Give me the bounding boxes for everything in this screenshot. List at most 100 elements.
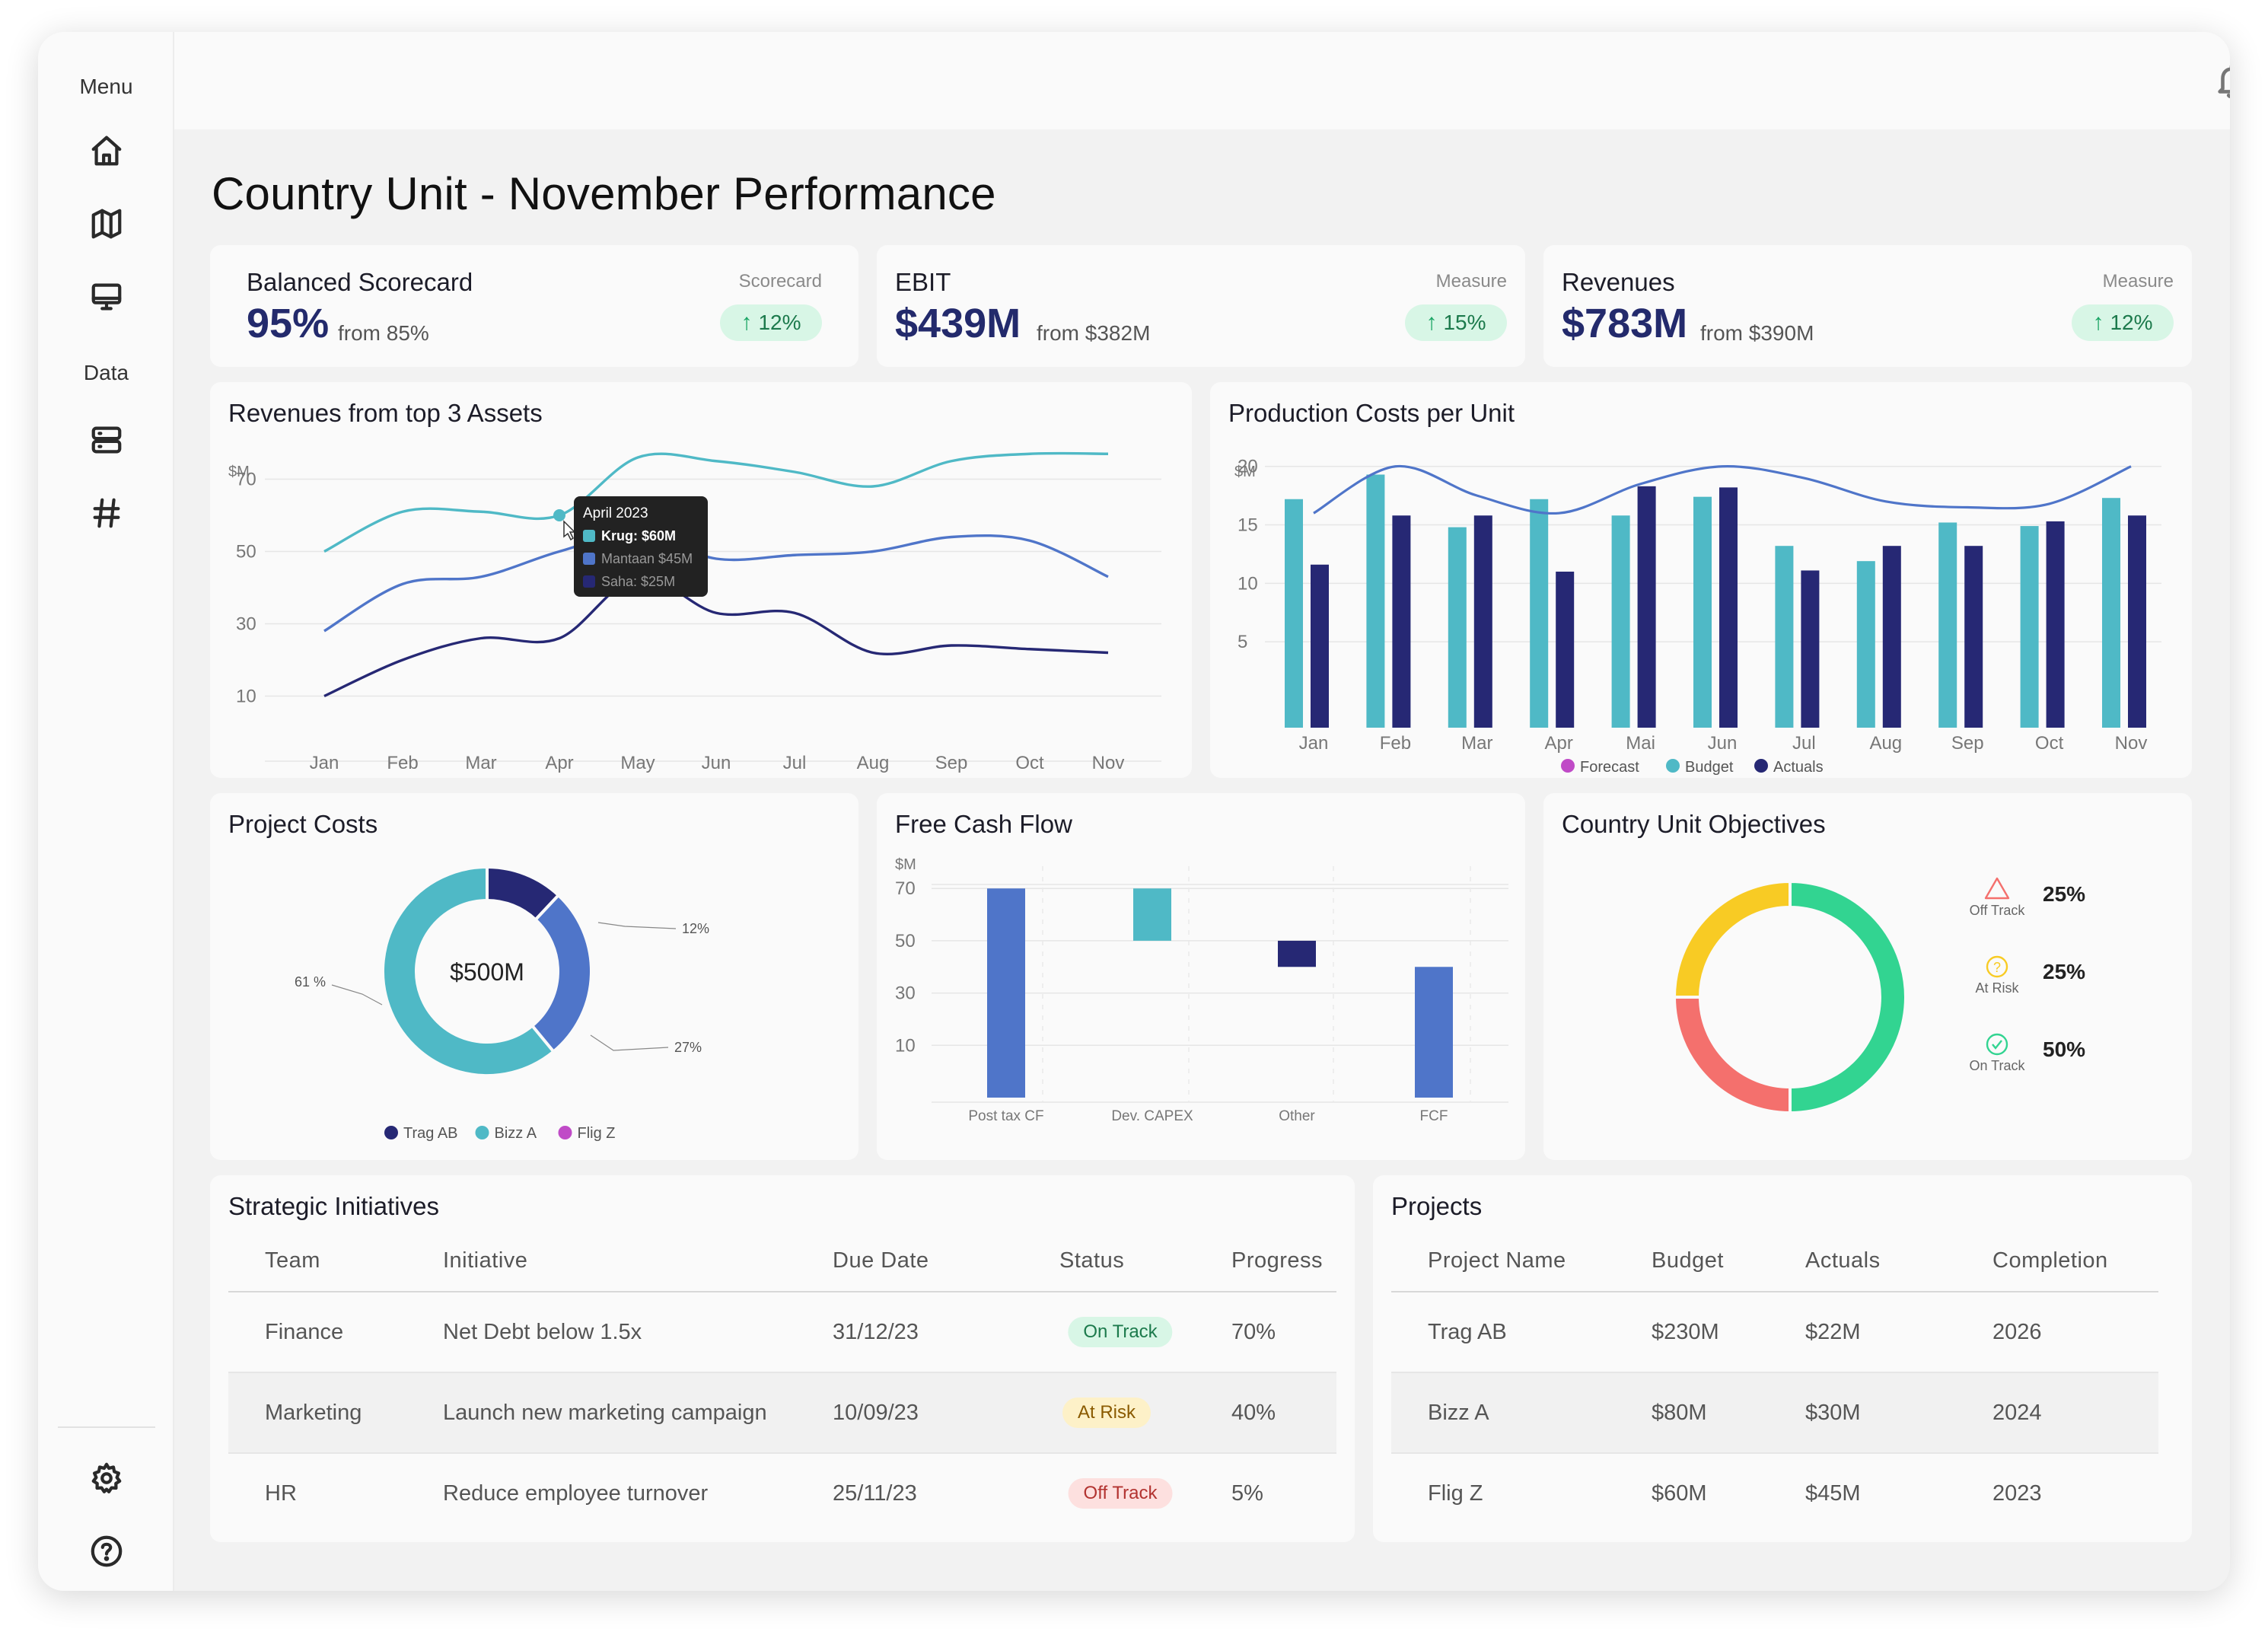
legend-swatch [1561, 759, 1575, 773]
col-header-progress[interactable]: Progress [1231, 1248, 1324, 1273]
menu-label: Menu [79, 75, 133, 98]
col-header-actuals[interactable]: Actuals [1805, 1248, 1881, 1273]
x-tick-label: Jan [310, 753, 339, 773]
check-icon [1986, 1033, 2008, 1056]
leader-line [590, 1034, 669, 1051]
row-divider [1391, 1452, 2158, 1454]
col-header-due-date[interactable]: Due Date [833, 1248, 929, 1273]
tooltip-swatch [583, 530, 595, 542]
map-icon[interactable] [87, 204, 126, 244]
cell-project-name: Flig Z [1428, 1481, 1483, 1506]
hash-icon[interactable] [87, 493, 126, 533]
kpi-type: Scorecard [738, 271, 822, 292]
waterfall-bar [1415, 967, 1453, 1098]
y-tick-label: 30 [895, 983, 916, 1004]
kpi-card-ebit[interactable]: EBIT Measure $439M from $382M ↑ 15% [877, 245, 1525, 367]
strategic-initiatives-card: Strategic Initiatives Team Initiative Du… [210, 1175, 1355, 1542]
bar-actuals [1719, 487, 1738, 728]
legend-label: Flig Z [578, 1125, 616, 1142]
cell-budget: $60M [1652, 1481, 1707, 1506]
col-header-completion[interactable]: Completion [1992, 1248, 2108, 1273]
col-header-budget[interactable]: Budget [1652, 1248, 1724, 1273]
status-badge: On Track [1068, 1317, 1173, 1347]
y-tick-label: 5 [1238, 632, 1247, 652]
objectives-card: Country Unit Objectives Off Track 25%? At … [1543, 793, 2192, 1160]
waterfall-bar [1278, 940, 1316, 967]
col-header-status[interactable]: Status [1059, 1248, 1125, 1273]
cell-completion: 2026 [1992, 1320, 2042, 1344]
bar-actuals [2046, 521, 2065, 728]
table-title: Projects [1391, 1192, 1483, 1220]
bar-actuals [1392, 515, 1411, 728]
legend-swatch [1754, 759, 1768, 773]
bar-budget [2102, 498, 2120, 728]
legend-value: 50% [2043, 1037, 2085, 1061]
cell-initiative: Launch new marketing campaign [443, 1401, 767, 1425]
tooltip-line: Krug: $60M [601, 528, 676, 543]
header-divider [1391, 1291, 2158, 1292]
col-header-project-name[interactable]: Project Name [1428, 1248, 1566, 1273]
bar-budget [1856, 561, 1875, 728]
legend-label: Off Track [1970, 903, 2026, 918]
x-tick-label: Nov [1092, 753, 1125, 773]
settings-icon[interactable] [87, 1458, 126, 1498]
legend-label: Actuals [1773, 759, 1824, 776]
revenues-line-chart[interactable]: $M70 50 30 10 Jan Feb Mar Apr May Jun Jul Aug Sep Oct… [210, 382, 1192, 778]
slice-mantaan [530, 893, 593, 1054]
home-icon[interactable] [87, 131, 126, 171]
tooltip-swatch [583, 553, 595, 565]
monitor-icon[interactable] [87, 277, 126, 317]
objectives-donut[interactable]: Off Track 25%? At Risk 25% On Track 50% [1543, 793, 2192, 1160]
chart-title: Project Costs [228, 810, 378, 838]
x-tick-label: Other [1279, 1108, 1315, 1124]
change-value: 15% [1443, 311, 1486, 334]
leader-line [331, 984, 383, 1006]
change-badge: ↑ 12% [720, 304, 822, 341]
cell-progress: 40% [1231, 1401, 1276, 1425]
chart-title: Free Cash Flow [895, 810, 1072, 838]
row-divider [1391, 1372, 2158, 1373]
kpi-from: from $382M [1037, 321, 1151, 345]
donut-center-label: $500M [450, 958, 524, 986]
col-header-team[interactable]: Team [265, 1248, 320, 1273]
cell-team: Marketing [265, 1401, 362, 1425]
project-costs-donut[interactable]: $500M 12% 27% 61 % Trag AB Bizz A Flig Z [210, 793, 858, 1160]
help-icon[interactable] [87, 1531, 126, 1571]
change-badge: ↑ 12% [2072, 304, 2174, 341]
free-cash-flow-waterfall[interactable]: $M 70 50 30 10 Post tax CF Dev. CAPEX Other FCF [877, 793, 1525, 1160]
x-tick-label: Mar [465, 753, 496, 773]
status-badge: At Risk [1062, 1398, 1152, 1428]
line-series-saha [323, 575, 1109, 698]
table-row[interactable] [228, 1373, 1336, 1452]
table-row[interactable] [1391, 1292, 2158, 1372]
production-costs-card: Production Costs per Unit $M 20 15 10 5 Jan Fe… [1210, 382, 2192, 778]
page-title: Country Unit - November Performance [212, 168, 996, 219]
leader-line [597, 922, 677, 929]
waterfall-bar [1133, 888, 1171, 941]
x-tick-label: Jun [1708, 733, 1738, 754]
database-icon[interactable] [87, 420, 126, 460]
data-label: Data [83, 361, 129, 384]
question-icon [1986, 955, 2008, 978]
app-window: Menu Data [38, 32, 2230, 1591]
bar-actuals [1311, 564, 1329, 728]
kpi-value: 95% [247, 301, 330, 346]
y-tick-label: 15 [1238, 515, 1258, 536]
table-row[interactable] [1391, 1373, 2158, 1452]
production-bar-chart[interactable]: $M20 15 10 5 Jan Feb Mar Apr Mai Jun Jul Aug Sep Oct N… [1210, 382, 2192, 778]
sidebar-divider [58, 1426, 155, 1428]
cell-project-name: Bizz A [1428, 1401, 1489, 1425]
y-axis-unit: $M [228, 464, 250, 480]
kpi-card-revenues[interactable]: Revenues Measure $783M from $390M ↑ 12% [1543, 245, 2192, 367]
check-mark [1992, 1040, 2002, 1050]
kpi-card-balanced-scorecard[interactable]: Balanced Scorecard Scorecard 95% from 85… [210, 245, 858, 367]
cell-due-date: 31/12/23 [833, 1320, 919, 1344]
bell-icon[interactable] [2214, 62, 2230, 100]
x-tick-label: Jul [1792, 733, 1816, 754]
sidebar: Menu Data [38, 32, 174, 1591]
project-costs-card: Project Costs $500M 12% 27% 61 % Trag AB Bizz… [210, 793, 858, 1160]
kpi-from: from 85% [338, 321, 429, 345]
bar-actuals [1637, 486, 1656, 728]
legend-value: 25% [2043, 882, 2085, 906]
col-header-initiative[interactable]: Initiative [443, 1248, 528, 1273]
